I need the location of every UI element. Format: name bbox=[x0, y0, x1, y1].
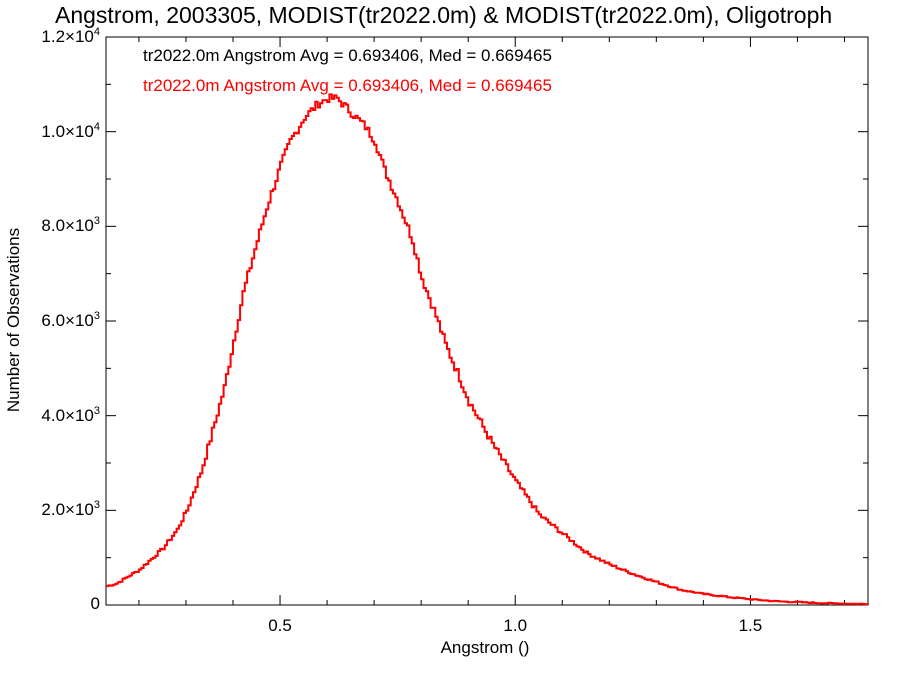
y-tick-label: 1.0×104 bbox=[41, 120, 100, 141]
x-axis-label: Angstrom () bbox=[440, 638, 530, 657]
y-tick-label: 1.2×104 bbox=[41, 26, 100, 46]
y-tick-label: 0 bbox=[90, 594, 100, 613]
plot-axes bbox=[105, 36, 869, 606]
y-tick-label: 8.0×103 bbox=[41, 215, 100, 236]
plot-marks bbox=[106, 93, 869, 606]
y-tick-label: 2.0×103 bbox=[41, 499, 100, 520]
chart-title: Angstrom, 2003305, MODIST(tr2022.0m) & M… bbox=[55, 2, 833, 28]
plot-frame bbox=[105, 36, 869, 606]
y-axis-label: Number of Observations bbox=[4, 227, 23, 413]
legend-entry-black: tr2022.0m Angstrom Avg = 0.693406, Med =… bbox=[143, 46, 552, 65]
y-tick-label: 6.0×103 bbox=[41, 310, 100, 330]
x-tick-label: 1.0 bbox=[503, 616, 528, 635]
x-tick-label: 1.5 bbox=[738, 616, 763, 635]
y-tick-label: 4.0×103 bbox=[41, 404, 100, 425]
histogram-series-red bbox=[106, 93, 869, 606]
legend-entry-red: tr2022.0m Angstrom Avg = 0.693406, Med =… bbox=[143, 76, 552, 95]
x-tick-label: 0.5 bbox=[268, 616, 292, 635]
